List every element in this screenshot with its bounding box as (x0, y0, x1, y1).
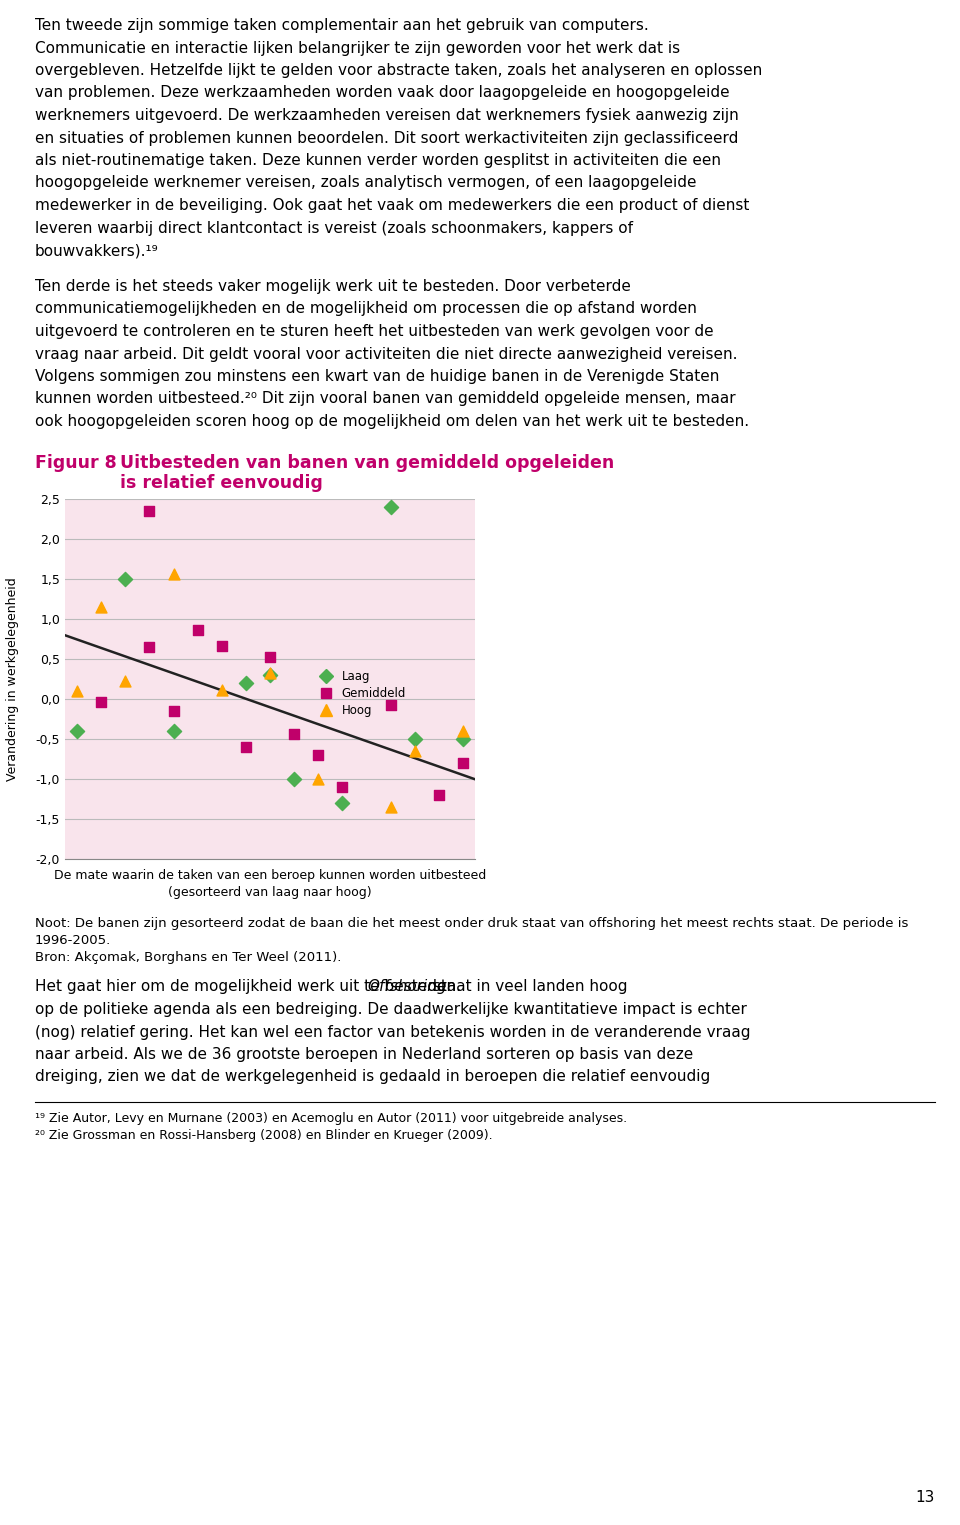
Text: ²⁰ Zie Grossman en Rossi-Hansberg (2008) en Blinder en Krueger (2009).: ²⁰ Zie Grossman en Rossi-Hansberg (2008)… (35, 1128, 492, 1142)
Text: ¹⁹ Zie Autor, Levy en Murnane (2003) en Acemoglu en Autor (2011) voor uitgebreid: ¹⁹ Zie Autor, Levy en Murnane (2003) en … (35, 1112, 627, 1125)
Point (166, 720, 181, 744)
Text: als niet-routinematige taken. Deze kunnen verder worden gesplitst in activiteite: als niet-routinematige taken. Deze kunne… (35, 152, 721, 168)
Text: leveren waarbij direct klantcontact is vereist (zoals schoonmakers, kappers of: leveren waarbij direct klantcontact is v… (35, 221, 633, 235)
Point (335, 791, 350, 816)
Text: Figuur 8: Figuur 8 (35, 454, 117, 473)
Point (69, 720, 84, 744)
Text: werknemers uitgevoerd. De werkzaamheden vereisen dat werknemers fysiek aanwezig : werknemers uitgevoerd. De werkzaamheden … (35, 108, 739, 124)
Text: communicatiemogelijkheden en de mogelijkheid om processen die op afstand worden: communicatiemogelijkheden en de mogelijk… (35, 302, 697, 317)
Text: en situaties of problemen kunnen beoordelen. Dit soort werkactiviteiten zijn gec: en situaties of problemen kunnen beoorde… (35, 131, 738, 145)
Point (262, 660, 277, 685)
Text: naar arbeid. Als we de 36 grootste beroepen in Nederland sorteren op basis van d: naar arbeid. Als we de 36 grootste beroe… (35, 1048, 693, 1061)
Point (238, 735, 253, 759)
Point (455, 727, 470, 752)
Point (142, 634, 157, 659)
Text: uitgevoerd te controleren en te sturen heeft het uitbesteden van werk gevolgen v: uitgevoerd te controleren en te sturen h… (35, 323, 713, 339)
Point (238, 671, 253, 695)
Text: De mate waarin de taken van een beroep kunnen worden uitbesteed: De mate waarin de taken van een beroep k… (54, 869, 486, 883)
Text: op de politieke agenda als een bedreiging. De daadwerkelijke kwantitatieve impac: op de politieke agenda als een bedreigin… (35, 1002, 747, 1017)
Text: Communicatie en interactie lijken belangrijker te zijn geworden voor het werk da: Communicatie en interactie lijken belang… (35, 41, 680, 55)
Point (142, 499, 157, 523)
Text: bouwvakkers).¹⁹: bouwvakkers).¹⁹ (35, 242, 158, 258)
Text: kunnen worden uitbesteed.²⁰ Dit zijn vooral banen van gemiddeld opgeleide mensen: kunnen worden uitbesteed.²⁰ Dit zijn voo… (35, 392, 735, 407)
Text: ook hoogopgeleiden scoren hoog op de mogelijkheid om delen van het werk uit te b: ook hoogopgeleiden scoren hoog op de mog… (35, 413, 749, 429)
Text: is relatief eenvoudig: is relatief eenvoudig (120, 474, 323, 493)
Point (118, 668, 133, 692)
Text: Volgens sommigen zou minstens een kwart van de huidige banen in de Verenigde Sta: Volgens sommigen zou minstens een kwart … (35, 369, 719, 384)
Point (407, 740, 422, 764)
Point (455, 750, 470, 775)
Point (166, 698, 181, 723)
Text: 13: 13 (916, 1490, 935, 1505)
Text: Verandering in werkgelegenheid: Verandering in werkgelegenheid (7, 578, 19, 781)
Text: Offshoring: Offshoring (368, 979, 447, 994)
Legend: Laag, Gemiddeld, Hoog: Laag, Gemiddeld, Hoog (315, 669, 406, 717)
Point (190, 618, 205, 642)
Text: Bron: Akçomak, Borghans en Ter Weel (2011).: Bron: Akçomak, Borghans en Ter Weel (201… (35, 952, 342, 964)
Point (214, 633, 229, 657)
Text: hoogopgeleide werknemer vereisen, zoals analytisch vermogen, of een laagopgeleid: hoogopgeleide werknemer vereisen, zoals … (35, 175, 697, 191)
Point (310, 743, 325, 767)
Point (262, 645, 277, 669)
Point (383, 692, 398, 717)
Text: (nog) relatief gering. Het kan wel een factor van betekenis worden in de verande: (nog) relatief gering. Het kan wel een f… (35, 1025, 751, 1040)
Text: Ten derde is het steeds vaker mogelijk werk uit te besteden. Door verbeterde: Ten derde is het steeds vaker mogelijk w… (35, 279, 631, 294)
Text: van problemen. Deze werkzaamheden worden vaak door laagopgeleide en hoogopgeleid: van problemen. Deze werkzaamheden worden… (35, 85, 730, 101)
Point (286, 767, 301, 791)
Point (383, 496, 398, 520)
Text: Het gaat hier om de mogelijkheid werk uit te besteden.: Het gaat hier om de mogelijkheid werk ui… (35, 979, 466, 994)
Text: vraag naar arbeid. Dit geldt vooral voor activiteiten die niet directe aanwezigh: vraag naar arbeid. Dit geldt vooral voor… (35, 346, 737, 361)
Point (455, 720, 470, 744)
Text: dreiging, zien we dat de werkgelegenheid is gedaald in beroepen die relatief een: dreiging, zien we dat de werkgelegenheid… (35, 1069, 710, 1084)
Point (93, 595, 108, 619)
Point (69, 679, 84, 703)
Point (431, 782, 446, 807)
Text: staat in veel landen hoog: staat in veel landen hoog (428, 979, 628, 994)
Point (286, 721, 301, 746)
Text: Ten tweede zijn sommige taken complementair aan het gebruik van computers.: Ten tweede zijn sommige taken complement… (35, 18, 649, 34)
Text: overgebleven. Hetzelfde lijkt te gelden voor abstracte taken, zoals het analyser: overgebleven. Hetzelfde lijkt te gelden … (35, 63, 762, 78)
Point (407, 727, 422, 752)
Text: 1996-2005.: 1996-2005. (35, 935, 111, 947)
Point (166, 561, 181, 586)
Point (310, 767, 325, 791)
Point (262, 663, 277, 688)
Point (118, 567, 133, 592)
Point (93, 689, 108, 714)
Text: Uitbesteden van banen van gemiddeld opgeleiden: Uitbesteden van banen van gemiddeld opge… (120, 454, 614, 473)
Point (214, 679, 229, 703)
Point (383, 795, 398, 819)
Text: (gesorteerd van laag naar hoog): (gesorteerd van laag naar hoog) (168, 886, 372, 900)
Point (335, 775, 350, 799)
Text: Noot: De banen zijn gesorteerd zodat de baan die het meest onder druk staat van : Noot: De banen zijn gesorteerd zodat de … (35, 917, 908, 930)
Text: medewerker in de beveiliging. Ook gaat het vaak om medewerkers die een product o: medewerker in de beveiliging. Ook gaat h… (35, 198, 750, 214)
